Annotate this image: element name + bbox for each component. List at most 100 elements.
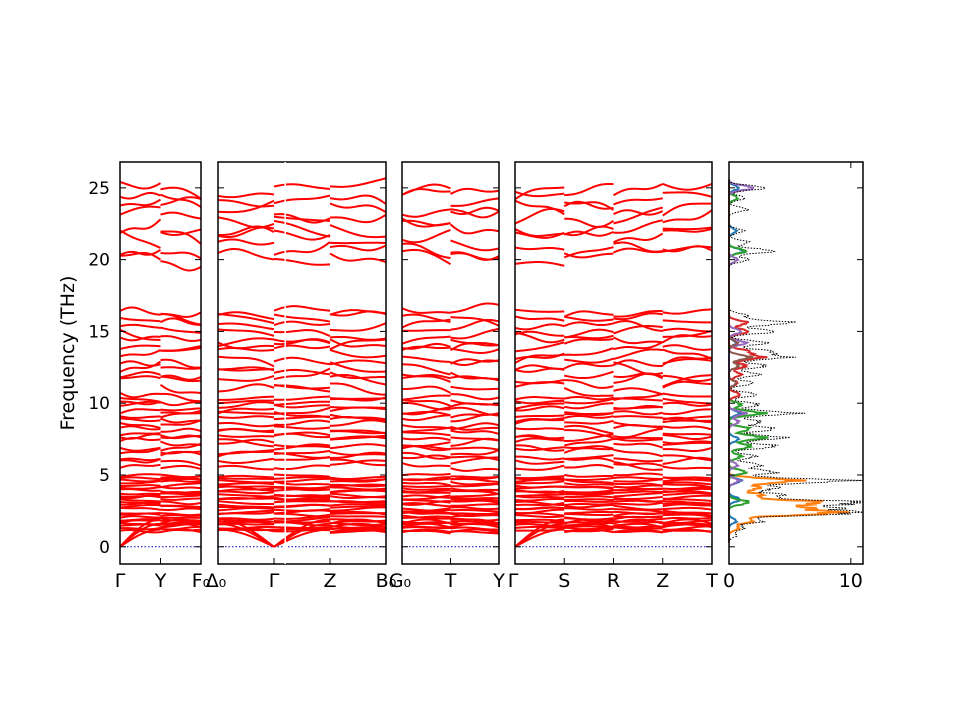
optical-band: [217, 401, 275, 409]
optical-band: [160, 419, 202, 426]
optical-band: [613, 206, 663, 225]
acoustic-band: [514, 528, 565, 548]
optical-band: [514, 396, 565, 401]
optical-band: [217, 375, 275, 382]
optical-band: [218, 395, 275, 401]
optical-band: [273, 526, 331, 530]
optical-band: [514, 508, 565, 515]
optical-band: [273, 403, 331, 409]
optical-band: [217, 337, 275, 348]
optical-band: [450, 436, 500, 442]
optical-band: [564, 397, 614, 405]
optical-band: [273, 477, 331, 483]
optical-band: [514, 493, 565, 498]
optical-band: [159, 384, 202, 394]
optical-band: [119, 335, 161, 342]
optical-band: [329, 524, 387, 530]
high-symmetry-point-label: Δ₀: [206, 570, 227, 592]
optical-band: [613, 197, 663, 206]
optical-band: [514, 488, 565, 495]
optical-band: [273, 368, 331, 376]
optical-band: [160, 374, 202, 381]
optical-band: [613, 508, 663, 514]
optical-band: [613, 404, 663, 410]
high-symmetry-point-label: F₀: [192, 570, 211, 592]
optical-band: [662, 209, 713, 224]
optical-band: [401, 489, 451, 494]
optical-band: [662, 503, 713, 508]
optical-band: [273, 432, 331, 439]
optical-band: [563, 338, 614, 345]
optical-band: [514, 379, 565, 385]
optical-band: [401, 385, 451, 394]
optical-band: [564, 437, 614, 447]
optical-band: [662, 329, 713, 338]
optical-band: [514, 427, 565, 431]
optical-band: [564, 424, 614, 435]
optical-band: [613, 442, 664, 449]
high-symmetry-point-label: S: [558, 570, 570, 592]
optical-band: [662, 401, 713, 407]
optical-band: [160, 427, 202, 433]
optical-band: [450, 327, 500, 340]
optical-band: [613, 460, 663, 471]
optical-band: [273, 320, 331, 326]
optical-band: [329, 177, 387, 188]
optical-band: [450, 316, 500, 327]
optical-band: [450, 429, 500, 435]
optical-band: [217, 247, 275, 261]
optical-band: [329, 396, 387, 402]
optical-band: [217, 517, 275, 521]
optical-band: [662, 191, 713, 198]
optical-band: [564, 217, 615, 228]
optical-band: [564, 315, 614, 322]
optical-band: [401, 494, 451, 499]
optical-band: [564, 521, 614, 527]
optical-band: [119, 408, 161, 415]
optical-band: [217, 434, 275, 438]
optical-band: [613, 341, 664, 351]
optical-band: [662, 202, 713, 217]
optical-band: [273, 500, 331, 504]
optical-band: [564, 526, 614, 531]
optical-band: [450, 425, 500, 431]
optical-band: [662, 308, 713, 315]
optical-band: [329, 450, 387, 456]
optical-band: [119, 457, 161, 462]
optical-band: [160, 358, 202, 369]
optical-band: [564, 489, 614, 494]
optical-band: [613, 518, 663, 523]
optical-band: [564, 507, 614, 511]
optical-band: [329, 244, 387, 252]
optical-band: [160, 311, 202, 318]
optical-band: [273, 464, 331, 471]
optical-band: [662, 183, 713, 191]
optical-band: [160, 375, 202, 383]
optical-band: [564, 328, 614, 339]
optical-band: [563, 246, 614, 259]
optical-band: [217, 500, 275, 506]
optical-band: [450, 499, 500, 505]
optical-band: [514, 435, 565, 440]
optical-band: [217, 509, 275, 515]
band-panel-2: Δ₀ Γ Z B₀: [206, 161, 396, 592]
high-symmetry-point-label: Γ: [508, 570, 519, 592]
optical-band: [160, 450, 202, 456]
optical-band: [119, 323, 161, 329]
high-symmetry-point-label: T: [705, 570, 718, 592]
optical-band: [160, 317, 202, 326]
optical-band: [217, 311, 275, 321]
optical-band: [217, 517, 275, 523]
optical-band: [329, 419, 387, 427]
optical-band: [217, 449, 275, 456]
high-symmetry-point-label: Z: [656, 570, 669, 592]
optical-band: [514, 514, 565, 519]
optical-band: [217, 493, 275, 499]
optical-band: [613, 359, 663, 368]
optical-band: [564, 334, 614, 340]
optical-band: [119, 415, 161, 419]
acoustic-band: [217, 528, 275, 548]
optical-band: [450, 503, 500, 507]
optical-band: [662, 440, 713, 445]
optical-band: [273, 356, 331, 366]
